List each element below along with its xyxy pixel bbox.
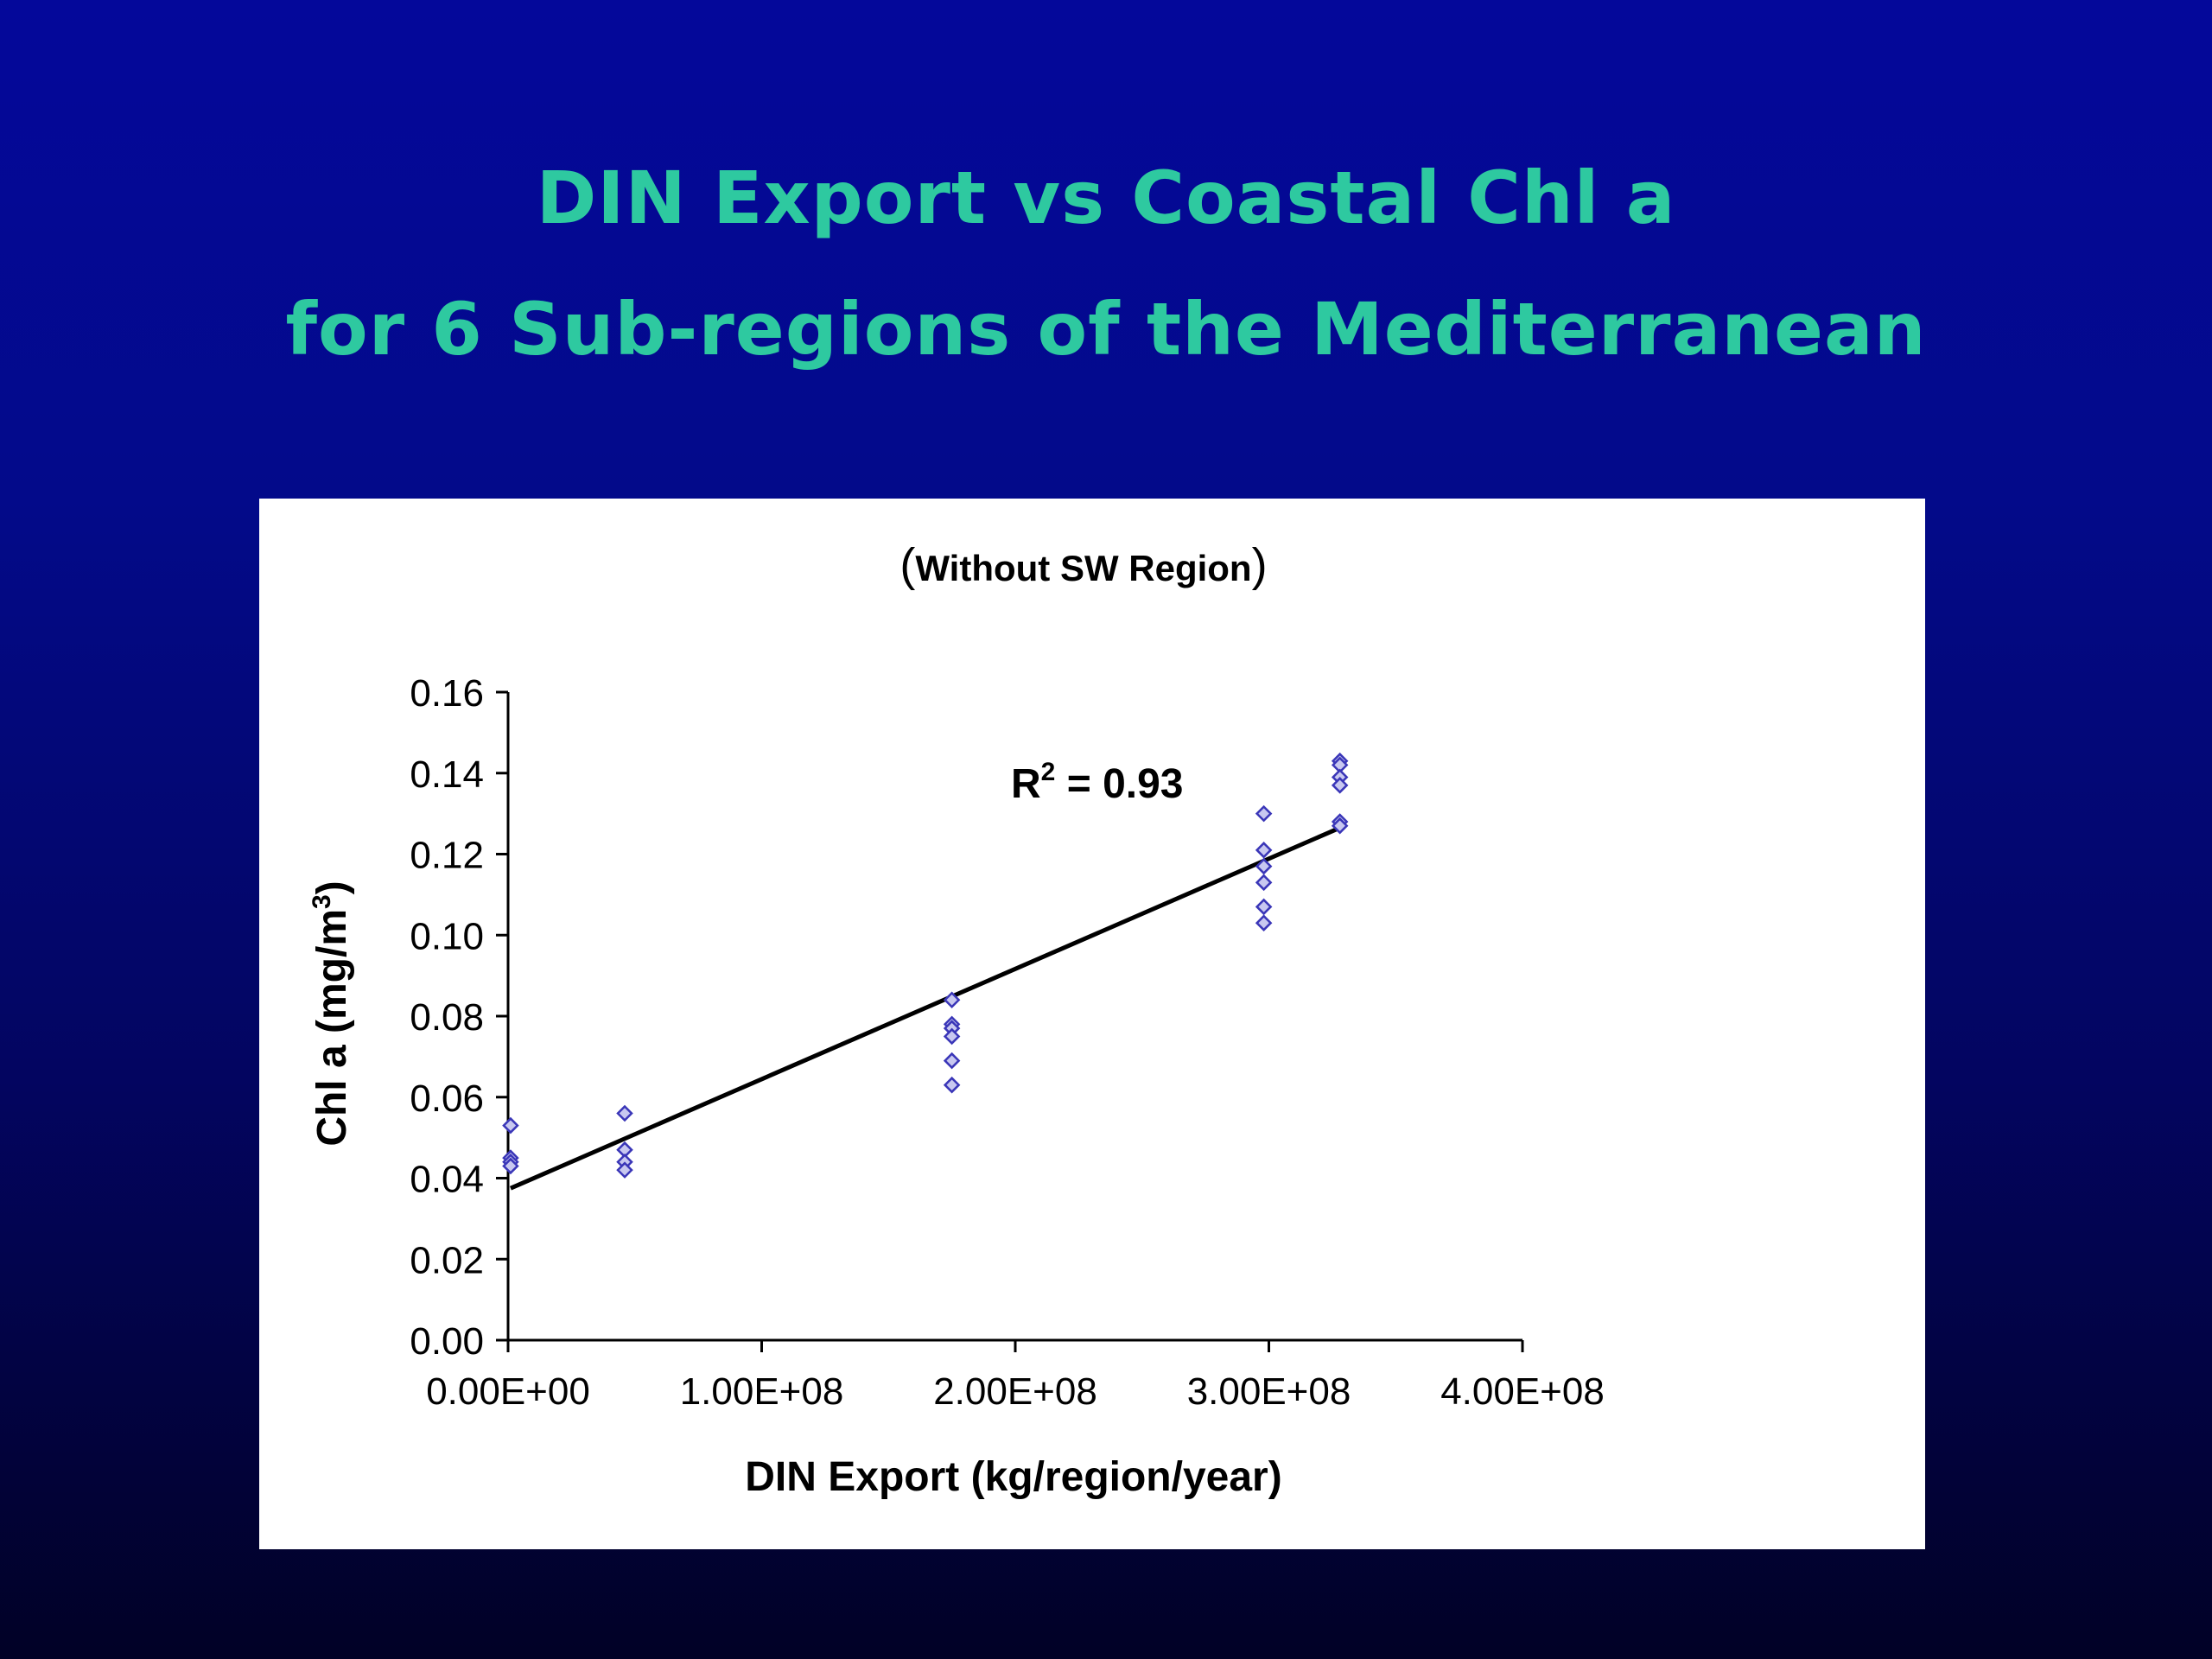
y-axis-label: Chl a (mg/m3) xyxy=(308,880,355,1146)
y-tick-label: 0.10 xyxy=(410,915,484,957)
data-point xyxy=(1255,898,1273,916)
data-point xyxy=(943,1027,961,1046)
data-point xyxy=(943,1076,961,1094)
trendline-group xyxy=(509,825,1341,1191)
x-tick-label: 1.00E+08 xyxy=(680,1370,844,1413)
x-tick-label: 4.00E+08 xyxy=(1440,1370,1605,1413)
data-point xyxy=(1255,857,1273,875)
data-point xyxy=(1255,804,1273,823)
chart-subtitle-open: ( xyxy=(899,539,915,591)
chart-panel: (Without SW Region) 0.00 0.02 0.04 0.06 0.08… xyxy=(259,499,1925,1549)
y-tick-label: 0.14 xyxy=(410,753,484,796)
axes: 0.00 0.02 0.04 0.06 0.08 0.10 0.12 0.14 0.16 0.00… xyxy=(410,672,1604,1413)
y-tick-label: 0.00 xyxy=(410,1320,484,1363)
y-tick-label: 0.08 xyxy=(410,996,484,1039)
r-squared-value: = 0.93 xyxy=(1055,761,1183,807)
data-point xyxy=(943,1052,961,1070)
y-tick-label: 0.02 xyxy=(410,1239,484,1281)
trendline xyxy=(509,825,1341,1191)
chart-subtitle: (Without SW Region) xyxy=(899,539,1267,591)
slide-title-line-1: DIN Export vs Coastal Chl a xyxy=(536,156,1676,240)
y-tick-label: 0.12 xyxy=(410,835,484,877)
data-point xyxy=(1331,817,1349,835)
slide-title-line-2: for 6 Sub-regions of the Mediterranean xyxy=(285,287,1927,372)
data-point xyxy=(943,991,961,1009)
y-axis-label-superscript: 3 xyxy=(308,894,336,909)
y-axis-label-close: ) xyxy=(309,880,355,894)
y-tick-label: 0.06 xyxy=(410,1077,484,1120)
data-points xyxy=(502,752,1349,1179)
x-axis-label: DIN Export (kg/region/year) xyxy=(745,1454,1281,1500)
x-tick-label: 3.00E+08 xyxy=(1187,1370,1351,1413)
data-point xyxy=(616,1104,633,1122)
data-point xyxy=(1331,777,1349,794)
data-point xyxy=(1255,842,1273,859)
scatter-chart: (Without SW Region) 0.00 0.02 0.04 0.06 0.08… xyxy=(308,539,1605,1500)
r-squared-annotation: R2 = 0.93 xyxy=(1011,758,1183,807)
x-tick-label: 2.00E+08 xyxy=(933,1370,1097,1413)
data-point xyxy=(1255,874,1273,892)
chart-subtitle-close: ) xyxy=(1252,539,1268,591)
data-point xyxy=(1255,914,1273,931)
r-squared-superscript: 2 xyxy=(1041,758,1056,786)
y-tick-label: 0.16 xyxy=(410,672,484,715)
chart-subtitle-text: Without SW Region xyxy=(915,548,1251,588)
x-tick-label: 0.00E+00 xyxy=(426,1370,590,1413)
data-point xyxy=(616,1161,633,1179)
y-axis-label-main: Chl a (mg/m xyxy=(309,909,355,1147)
data-point xyxy=(502,1116,519,1135)
y-tick-label: 0.04 xyxy=(410,1159,484,1201)
data-point xyxy=(502,1157,519,1175)
r-squared-label: R xyxy=(1011,761,1041,807)
